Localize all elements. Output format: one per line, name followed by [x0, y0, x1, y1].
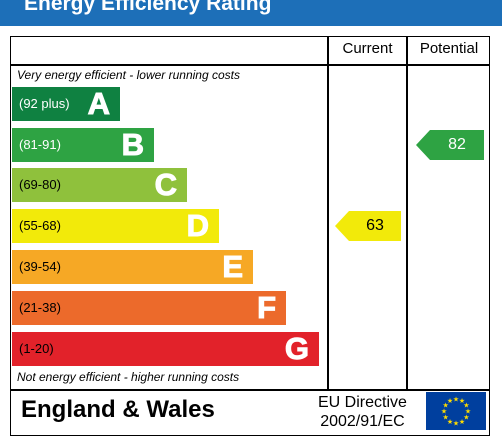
- band-d: (55-68) D: [12, 208, 219, 244]
- band-b: (81-91) B: [12, 127, 154, 163]
- divider-potential: [406, 36, 408, 390]
- current-column-header: Current: [342, 40, 393, 57]
- potential-arrow-icon: [416, 130, 430, 160]
- divider-current: [327, 36, 329, 390]
- band-range: (21-38): [19, 300, 61, 315]
- header-divider: [10, 64, 490, 66]
- potential-column-header: Potential: [419, 40, 479, 57]
- band-a: (92 plus) A: [12, 86, 120, 122]
- band-range: (1-20): [19, 341, 54, 356]
- svg-text:★: ★: [447, 397, 453, 405]
- band-range: (69-80): [19, 177, 61, 192]
- band-letter: F: [257, 290, 277, 326]
- band-range: (92 plus): [19, 96, 70, 111]
- footer-divider: [10, 389, 490, 391]
- svg-text:★: ★: [463, 402, 469, 410]
- current-rating-marker: 63: [335, 211, 401, 241]
- svg-text:★: ★: [442, 414, 448, 422]
- current-rating-value: 63: [349, 211, 401, 241]
- svg-text:★: ★: [463, 414, 469, 422]
- band-letter: D: [186, 208, 209, 244]
- band-range: (55-68): [19, 218, 61, 233]
- band-g: (1-20) G: [12, 331, 319, 367]
- band-letter: B: [121, 127, 144, 163]
- directive-line-1: EU Directive: [318, 394, 407, 411]
- band-e: (39-54) E: [12, 249, 253, 285]
- eu-flag-icon: ★ ★ ★ ★ ★ ★ ★ ★ ★ ★ ★ ★: [426, 392, 486, 430]
- svg-text:★: ★: [459, 397, 465, 405]
- svg-text:★: ★: [453, 396, 459, 404]
- svg-text:★: ★: [453, 420, 459, 428]
- top-caption: Very energy efficient - lower running co…: [17, 68, 240, 82]
- band-range: (39-54): [19, 259, 61, 274]
- band-range: (81-91): [19, 137, 61, 152]
- title-bar: Energy Efficiency Rating: [0, 0, 502, 26]
- svg-text:★: ★: [459, 418, 465, 426]
- svg-text:★: ★: [447, 418, 453, 426]
- band-f: (21-38) F: [12, 290, 286, 326]
- band-letter: C: [154, 167, 177, 203]
- potential-rating-marker: 82: [416, 130, 484, 160]
- svg-text:★: ★: [441, 408, 447, 416]
- region-label: England & Wales: [21, 396, 215, 423]
- page-title: Energy Efficiency Rating: [24, 0, 272, 15]
- potential-rating-value: 82: [430, 130, 484, 160]
- svg-text:★: ★: [465, 408, 471, 416]
- band-letter: G: [284, 331, 309, 367]
- eu-directive: EU Directive 2002/91/EC: [318, 393, 407, 431]
- current-arrow-icon: [335, 211, 349, 241]
- directive-line-2: 2002/91/EC: [320, 413, 405, 430]
- band-letter: A: [87, 86, 110, 122]
- band-letter: E: [222, 249, 244, 285]
- svg-text:★: ★: [442, 402, 448, 410]
- bottom-caption: Not energy efficient - higher running co…: [17, 370, 240, 384]
- band-c: (69-80) C: [12, 167, 187, 203]
